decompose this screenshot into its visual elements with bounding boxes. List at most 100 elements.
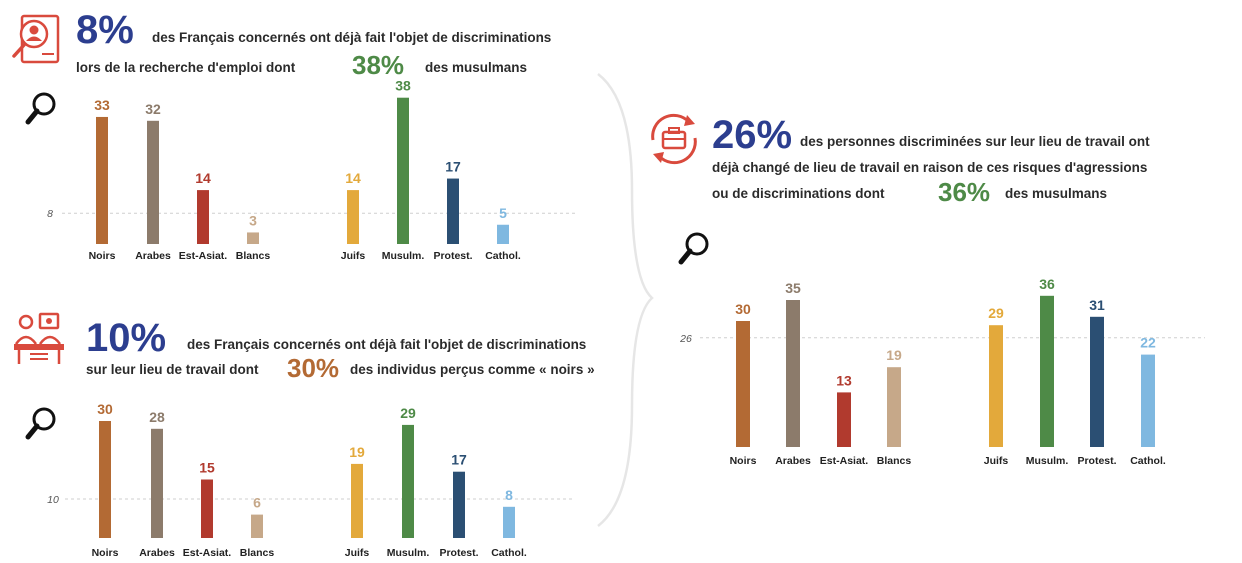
data-label: 17 [445, 159, 461, 175]
block1-highlight-percent: 38% [352, 50, 405, 80]
bar [351, 463, 363, 538]
category-label: Blancs [240, 547, 275, 559]
block1-headline-percent: 8% [76, 8, 134, 52]
magnifier-icon [25, 407, 56, 440]
magnifier-icon [678, 232, 709, 265]
bar [447, 178, 459, 244]
data-label: 5 [499, 205, 507, 221]
data-label: 35 [785, 280, 801, 296]
bar [503, 506, 515, 538]
bar [201, 479, 213, 538]
bar [989, 325, 1003, 447]
block3-line3: ou de discriminations dont [712, 186, 885, 201]
data-label: 17 [451, 452, 467, 468]
category-label: Cathol. [491, 547, 527, 559]
category-label: Est-Asiat. [183, 547, 232, 559]
bar [251, 514, 263, 538]
block2-line2-tail: des individus perçus comme « noirs » [350, 362, 595, 377]
data-label: 6 [253, 495, 261, 511]
data-label: 30 [97, 401, 113, 417]
data-label: 3 [249, 212, 257, 228]
reference-line-label: 10 [47, 494, 59, 506]
category-label: Protest. [1077, 455, 1116, 467]
bar [151, 428, 163, 538]
bar [347, 190, 359, 244]
data-label: 14 [345, 170, 361, 186]
data-label: 13 [836, 372, 852, 388]
data-label: 29 [400, 405, 416, 421]
bar [99, 421, 111, 538]
block3-line3-tail: des musulmans [1005, 186, 1108, 201]
category-label: Est-Asiat. [820, 455, 869, 467]
brace-connector [597, 73, 654, 527]
category-label: Blancs [877, 455, 912, 467]
category-label: Arabes [139, 547, 175, 559]
category-label: Arabes [775, 455, 811, 467]
category-label: Musulm. [387, 547, 430, 559]
block2-line1: des Français concernés ont déjà fait l'o… [187, 337, 587, 352]
category-label: Est-Asiat. [179, 250, 228, 262]
bar [147, 120, 159, 244]
data-label: 22 [1140, 335, 1156, 351]
bar [837, 392, 851, 447]
data-label: 33 [94, 97, 110, 113]
category-label: Juifs [345, 547, 370, 559]
bar [247, 232, 259, 244]
bar [786, 300, 800, 447]
data-label: 19 [886, 347, 902, 363]
bar [497, 224, 509, 244]
block1-line2: lors de la recherche d'emploi dont [76, 60, 296, 75]
data-label: 32 [145, 101, 161, 117]
data-label: 28 [149, 409, 165, 425]
block3-line1: des personnes discriminées sur leur lieu… [800, 134, 1150, 149]
data-label: 15 [199, 460, 215, 476]
category-label: Noirs [730, 455, 757, 467]
block2-highlight-percent: 30% [287, 353, 340, 383]
bar [887, 367, 901, 447]
category-label: Musulm. [382, 250, 425, 262]
bar [197, 190, 209, 244]
category-label: Cathol. [1130, 455, 1166, 467]
category-label: Protest. [439, 547, 478, 559]
block3-highlight-percent: 36% [938, 177, 991, 207]
magnifier-icon [25, 92, 56, 125]
data-label: 31 [1089, 297, 1105, 313]
reference-line-label: 8 [47, 208, 53, 220]
bar [402, 424, 414, 538]
block2-headline-percent: 10% [86, 316, 167, 360]
data-label: 30 [735, 301, 751, 317]
category-label: Noirs [89, 250, 116, 262]
reference-line-label: 26 [679, 333, 692, 345]
bar [1141, 354, 1155, 447]
category-label: Juifs [341, 250, 366, 262]
category-label: Protest. [433, 250, 472, 262]
block3-line2: déjà changé de lieu de travail en raison… [712, 160, 1148, 175]
bar [1040, 295, 1054, 447]
block1-line2-tail: des musulmans [425, 60, 528, 75]
block3-headline-percent: 26% [712, 113, 793, 157]
category-label: Noirs [92, 547, 119, 559]
search-person-icon [12, 14, 60, 64]
block2-line2: sur leur lieu de travail dont [86, 362, 259, 377]
category-label: Blancs [236, 250, 271, 262]
office-workers-icon [14, 312, 64, 364]
bar [1090, 316, 1104, 447]
bar [96, 116, 108, 244]
data-label: 29 [988, 305, 1004, 321]
bar [453, 471, 465, 538]
bar [736, 321, 750, 447]
category-label: Juifs [984, 455, 1009, 467]
data-label: 36 [1039, 276, 1055, 292]
category-label: Arabes [135, 250, 171, 262]
briefcase-cycle-icon [651, 113, 697, 165]
category-label: Cathol. [485, 250, 521, 262]
data-label: 14 [195, 170, 211, 186]
data-label: 8 [505, 487, 513, 503]
bar [397, 97, 409, 244]
data-label: 38 [395, 78, 411, 94]
category-label: Musulm. [1026, 455, 1069, 467]
block1-line1: des Français concernés ont déjà fait l'o… [152, 30, 552, 45]
